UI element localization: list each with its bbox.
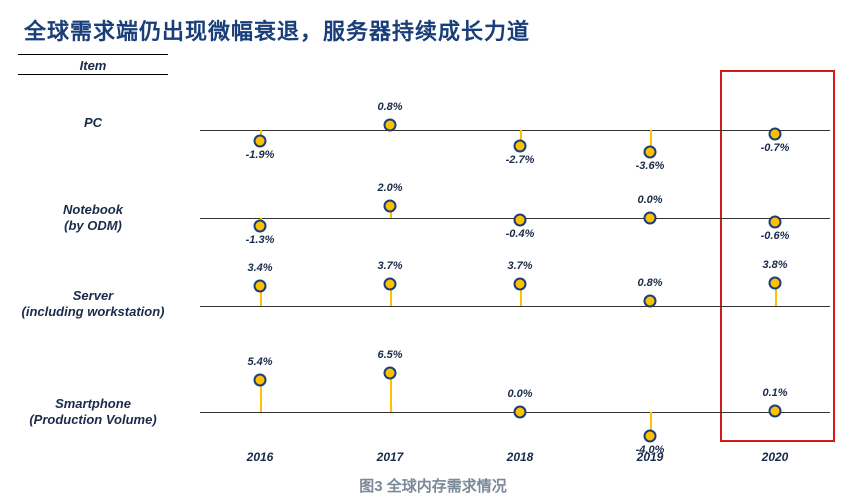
year-highlight-box: [720, 70, 835, 442]
value-label: -1.3%: [246, 234, 275, 246]
lollipop-marker: [254, 373, 267, 386]
row-label: Server(including workstation): [8, 288, 178, 321]
item-column-header: Item: [18, 58, 168, 73]
lollipop-marker: [514, 277, 527, 290]
figure-caption: 图3 全球内存需求情况: [359, 475, 507, 496]
value-label: 5.4%: [247, 356, 272, 368]
row-label: Smartphone(Production Volume): [8, 396, 178, 429]
year-label: 2019: [637, 450, 664, 464]
value-label: -0.6%: [761, 230, 790, 242]
lollipop-marker: [769, 215, 782, 228]
row-axis: [200, 306, 830, 307]
value-label: 6.5%: [377, 349, 402, 361]
year-label: 2020: [762, 450, 789, 464]
year-label: 2018: [507, 450, 534, 464]
value-label: 3.7%: [507, 260, 532, 272]
lollipop-marker: [384, 367, 397, 380]
lollipop-marker: [644, 295, 657, 308]
lollipop-marker: [769, 405, 782, 418]
lollipop-marker: [514, 140, 527, 153]
year-label: 2016: [247, 450, 274, 464]
value-label: -3.6%: [636, 160, 665, 172]
lollipop-marker: [384, 277, 397, 290]
value-label: 0.8%: [377, 101, 402, 113]
value-label: 0.1%: [762, 387, 787, 399]
lollipop-marker: [514, 214, 527, 227]
lollipop-marker: [769, 277, 782, 290]
value-label: 0.8%: [637, 277, 662, 289]
lollipop-marker: [384, 119, 397, 132]
lollipop-marker: [644, 145, 657, 158]
value-label: 3.8%: [762, 259, 787, 271]
lollipop-marker: [384, 200, 397, 213]
value-label: -1.9%: [246, 149, 275, 161]
row-label: PC: [8, 115, 178, 131]
value-label: -0.4%: [506, 228, 535, 240]
lollipop-marker: [644, 212, 657, 225]
lollipop-marker: [514, 406, 527, 419]
year-label: 2017: [377, 450, 404, 464]
row-label: Notebook(by ODM): [8, 202, 178, 235]
chart-plot-area: -1.9% 0.8% -2.7% -3.6% -0.7% -1.3% 2.0% -0.4% 0.…: [180, 70, 840, 470]
lollipop-marker: [254, 279, 267, 292]
value-label: 3.4%: [247, 262, 272, 274]
item-header-rule-bottom: [18, 74, 168, 75]
value-label: 0.0%: [507, 388, 532, 400]
lollipop-marker: [644, 430, 657, 443]
item-header-rule-top: [18, 54, 168, 55]
slide-root: 全球需求端仍出现微幅衰退，服务器持续成长力道 Item PC Notebook(b…: [0, 0, 866, 501]
lollipop-marker: [254, 135, 267, 148]
lollipop-marker: [769, 128, 782, 141]
lollipop-marker: [254, 219, 267, 232]
value-label: -2.7%: [506, 154, 535, 166]
row-axis: [200, 130, 830, 131]
value-label: 2.0%: [377, 182, 402, 194]
value-label: -0.7%: [761, 142, 790, 154]
value-label: 0.0%: [637, 194, 662, 206]
slide-title: 全球需求端仍出现微幅衰退，服务器持续成长力道: [24, 14, 530, 46]
value-label: 3.7%: [377, 260, 402, 272]
